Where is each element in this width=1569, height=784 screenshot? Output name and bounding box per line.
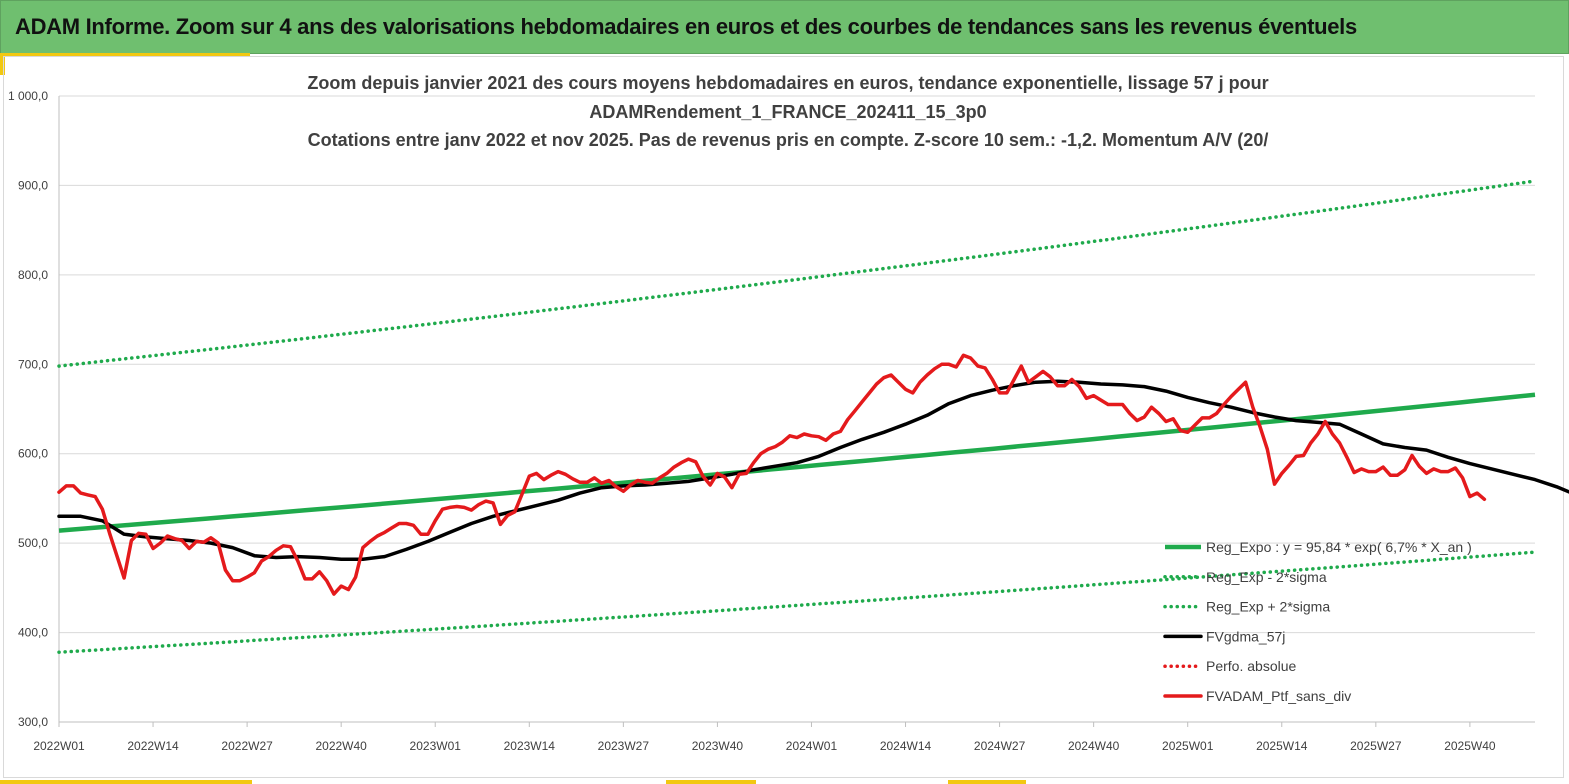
- accent-bar-left: [0, 53, 5, 75]
- x-tick-label: 2024W27: [974, 739, 1026, 753]
- x-tick-label: 2023W01: [410, 739, 462, 753]
- x-tick-label: 2022W40: [315, 739, 367, 753]
- x-tick-label: 2025W27: [1350, 739, 1402, 753]
- series-line: [57, 550, 1537, 654]
- accent-bar-bottom: [0, 780, 252, 784]
- x-tick-label: 2022W01: [33, 739, 85, 753]
- x-tick-label: 2023W27: [598, 739, 650, 753]
- header-banner: ADAM Informe. Zoom sur 4 ans des valoris…: [0, 0, 1569, 54]
- header-title: ADAM Informe. Zoom sur 4 ans des valoris…: [15, 14, 1357, 39]
- y-tick-label: 700,0: [18, 357, 48, 371]
- series-line: [57, 179, 1537, 368]
- legend-label: Reg_Exp + 2*sigma: [1206, 599, 1330, 615]
- x-tick-label: 2023W40: [692, 739, 744, 753]
- chart-title: Zoom depuis janvier 2021 des cours moyen…: [307, 73, 1268, 150]
- accent-bar-bottom: [666, 780, 756, 784]
- y-tick-label: 1 000,0: [8, 89, 48, 103]
- chart-title-line-3: Cotations entre janv 2022 et nov 2025. P…: [308, 130, 1269, 150]
- chart-title-line-2: ADAMRendement_1_FRANCE_202411_15_3p0: [589, 102, 986, 122]
- legend-label: Perfo. absolue: [1206, 658, 1296, 674]
- accent-bar-bottom: [948, 780, 1026, 784]
- legend-label: Reg_Expo : y = 95,84 * exp( 6,7% * X_an …: [1206, 539, 1472, 555]
- y-tick-label: 900,0: [18, 178, 48, 192]
- accent-bar-top: [0, 53, 250, 57]
- x-tick-label: 2025W01: [1162, 739, 1214, 753]
- x-tick-label: 2024W01: [786, 739, 838, 753]
- series-line: [57, 353, 1487, 596]
- y-tick-label: 300,0: [18, 715, 48, 729]
- chart-frame: [3, 56, 1564, 778]
- legend-label: Reg_Exp - 2*sigma: [1206, 569, 1327, 585]
- legend-label: FVADAM_Ptf_sans_div: [1206, 688, 1351, 704]
- y-tick-label: 400,0: [18, 626, 48, 640]
- x-tick-label: 2024W14: [880, 739, 932, 753]
- x-tick-label: 2024W40: [1068, 739, 1120, 753]
- series-layer: [57, 179, 1569, 654]
- chart-title-line-1: Zoom depuis janvier 2021 des cours moyen…: [307, 73, 1268, 93]
- series-line: [57, 379, 1569, 561]
- y-tick-label: 500,0: [18, 536, 48, 550]
- grid: [59, 95, 1535, 723]
- x-tick-label: 2025W40: [1444, 739, 1496, 753]
- x-tick-label: 2023W14: [504, 739, 556, 753]
- y-tick-label: 600,0: [18, 447, 48, 461]
- x-tick-label: 2022W14: [127, 739, 179, 753]
- axes: 300,0 400,0 500,0 600,0 700,0 800,0 900,0 1 000…: [8, 89, 1535, 753]
- x-tick-label: 2025W14: [1256, 739, 1308, 753]
- legend: Reg_Expo : y = 95,84 * exp( 6,7% * X_an …: [1163, 539, 1472, 704]
- y-tick-label: 800,0: [18, 268, 48, 282]
- legend-label: FVgdma_57j: [1206, 628, 1285, 644]
- x-tick-label: 2022W27: [221, 739, 273, 753]
